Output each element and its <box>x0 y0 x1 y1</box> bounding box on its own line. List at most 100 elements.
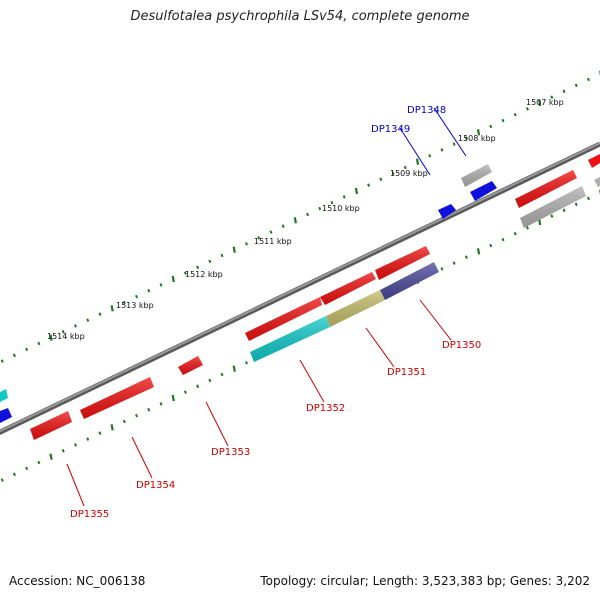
gene-forward-red[interactable] <box>515 170 577 208</box>
minor-tick <box>550 95 554 99</box>
minor-tick <box>37 341 41 346</box>
major-tick <box>232 365 236 372</box>
minor-tick <box>74 324 77 328</box>
gene-label-dp1354[interactable]: DP1354 <box>136 480 175 491</box>
label-leader-lines <box>66 107 467 507</box>
gene-left-cyan[interactable] <box>0 389 8 402</box>
major-tick <box>110 305 114 312</box>
minor-tick <box>281 224 285 228</box>
gene-dp1350-navy[interactable] <box>380 262 439 300</box>
minor-tick <box>586 77 590 82</box>
major-tick <box>354 187 359 195</box>
minor-tick <box>86 437 90 441</box>
minor-tick <box>147 288 151 293</box>
gene-forward-red[interactable] <box>320 272 376 305</box>
gene-dp1354-red[interactable] <box>80 377 154 419</box>
gene-dp1352-cyan[interactable] <box>250 316 330 362</box>
gene-label-dp1351[interactable]: DP1351 <box>387 367 426 378</box>
genome-backbone <box>0 141 600 435</box>
minor-tick <box>220 253 224 258</box>
minor-tick <box>61 330 65 334</box>
minor-tick <box>391 171 395 176</box>
gene-label-dp1352[interactable]: DP1352 <box>306 403 345 414</box>
minor-tick <box>208 378 212 383</box>
minor-tick <box>330 200 334 205</box>
gene-dp1348-blue[interactable] <box>470 181 497 201</box>
minor-tick <box>245 361 248 365</box>
scale-label: 1507 kbp <box>526 98 564 107</box>
minor-tick <box>342 195 346 199</box>
gene-left-blue[interactable] <box>0 408 12 423</box>
minor-tick <box>525 226 529 230</box>
minor-tick <box>306 212 310 217</box>
map-title: Desulfotalea psychrophila LSv54, complet… <box>130 9 470 24</box>
minor-tick <box>98 312 102 316</box>
major-tick <box>538 99 542 107</box>
minor-tick <box>489 243 493 248</box>
major-tick <box>110 424 114 431</box>
minor-tick <box>440 148 444 152</box>
minor-tick <box>74 443 77 447</box>
minor-tick <box>501 118 505 123</box>
leader-dp1352 <box>299 359 325 403</box>
minor-tick <box>574 202 578 207</box>
gene-labels: DP1348 DP1349 DP1350 DP1351 DP1352 DP135… <box>70 105 481 520</box>
minor-tick <box>525 107 529 111</box>
minor-tick <box>196 265 200 270</box>
gene-forward-red[interactable] <box>245 297 322 341</box>
forward-genes <box>0 154 600 423</box>
minor-tick <box>562 89 566 94</box>
genome-summary-text: Topology: circular; Length: 3,523,383 bp… <box>260 574 590 588</box>
major-tick <box>476 248 481 255</box>
minor-tick <box>574 83 578 88</box>
minor-tick <box>12 353 16 358</box>
major-tick <box>415 158 420 165</box>
gene-forward-red[interactable] <box>588 154 600 168</box>
minor-tick <box>428 154 432 158</box>
minor-tick <box>501 237 505 242</box>
minor-tick <box>440 267 444 271</box>
minor-tick <box>550 214 554 218</box>
gene-dp1349-blue[interactable] <box>438 204 456 219</box>
scale-label: 1509 kbp <box>390 169 428 178</box>
gene-label-dp1348[interactable]: DP1348 <box>407 105 446 116</box>
gene-label-dp1355[interactable]: DP1355 <box>70 509 109 520</box>
major-tick <box>293 217 297 224</box>
major-tick <box>49 453 53 460</box>
minor-tick <box>122 300 126 305</box>
minor-tick <box>318 206 322 211</box>
minor-tick <box>464 255 468 259</box>
gene-dp1353-red[interactable] <box>178 356 203 375</box>
gene-reverse-grey[interactable] <box>520 186 586 228</box>
scale-label: 1508 kbp <box>458 134 496 143</box>
minor-tick <box>135 294 139 299</box>
minor-tick <box>245 242 248 246</box>
major-tick <box>232 246 236 253</box>
gene-dp1351-olive[interactable] <box>326 290 385 327</box>
leader-dp1348 <box>433 107 467 157</box>
minor-tick <box>159 283 163 287</box>
minor-tick <box>12 472 16 477</box>
minor-tick <box>37 460 41 465</box>
major-tick <box>476 129 481 136</box>
leader-dp1350 <box>419 299 452 341</box>
minor-tick <box>86 318 90 322</box>
minor-tick <box>183 390 187 394</box>
minor-tick <box>61 449 65 453</box>
gene-label-dp1350[interactable]: DP1350 <box>442 340 481 351</box>
accession-text: Accession: NC_006138 <box>9 574 146 588</box>
gene-label-dp1349[interactable]: DP1349 <box>371 124 410 135</box>
gene-label-dp1353[interactable]: DP1353 <box>211 447 250 458</box>
minor-tick <box>367 183 371 187</box>
minor-tick <box>220 372 224 377</box>
scale-label: 1513 kbp <box>116 301 154 310</box>
gene-forward-red[interactable] <box>375 246 430 280</box>
minor-tick <box>208 259 212 264</box>
gene-dp1348-grey[interactable] <box>461 164 492 187</box>
minor-tick <box>183 271 187 275</box>
gene-dp1355-red[interactable] <box>30 411 72 440</box>
gene-forward-grey[interactable] <box>594 177 600 187</box>
minor-tick <box>269 230 273 234</box>
minor-tick <box>159 402 163 406</box>
